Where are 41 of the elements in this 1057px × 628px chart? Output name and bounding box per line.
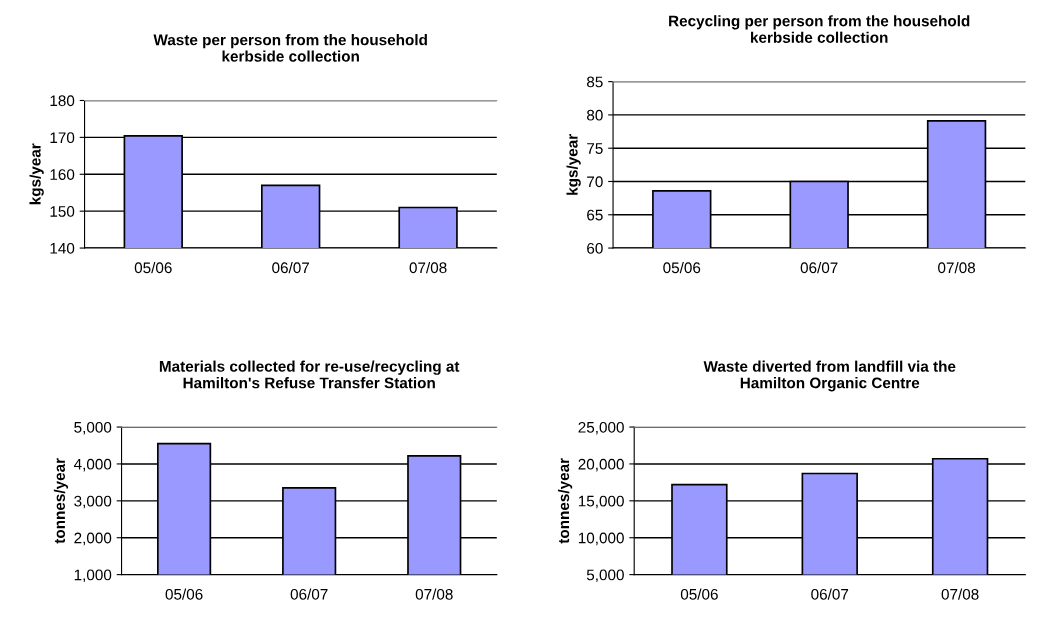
- y-tick-label: 5,000: [74, 421, 112, 435]
- y-tick-label: 75: [587, 143, 603, 154]
- y-tick-label: 1,000: [74, 569, 112, 583]
- chart-title: Recycling per person from the household kerbside collection: [669, 15, 970, 43]
- y-tick-label: 180: [50, 95, 75, 107]
- y-tick-label: 150: [50, 206, 75, 217]
- x-tick-label: 06/07: [272, 261, 310, 274]
- x-tick-label: 05/06: [134, 261, 172, 274]
- y-axis-title: kgs/year: [29, 143, 44, 205]
- x-tick-label: 06/07: [290, 588, 328, 600]
- y-axis-title: kgs/year: [566, 134, 581, 195]
- y-tick-label: 25,000: [578, 421, 624, 435]
- y-tick-label: 65: [587, 209, 603, 221]
- chart-title: Waste per person from the household kerbside collection: [153, 34, 427, 62]
- x-tick-label: 05/06: [663, 261, 701, 274]
- x-tick-label: 05/06: [680, 588, 718, 600]
- y-tick-label: 80: [587, 109, 603, 121]
- y-tick-label: 2,000: [74, 532, 112, 546]
- y-tick-label: 20,000: [578, 458, 624, 472]
- y-tick-label: 4,000: [73, 458, 112, 472]
- y-tick-label: 70: [587, 176, 603, 188]
- x-tick-label: 06/07: [811, 588, 849, 600]
- x-tick-label: 07/08: [409, 261, 447, 274]
- y-tick-label: 15,000: [578, 495, 624, 509]
- y-tick-label: 3,000: [74, 495, 112, 509]
- y-tick-label: 140: [50, 242, 75, 254]
- x-tick-label: 07/08: [938, 261, 976, 274]
- y-tick-label: 10,000: [578, 532, 624, 546]
- y-tick-label: 170: [50, 132, 75, 144]
- x-tick-label: 05/06: [165, 588, 203, 600]
- y-tick-label: 160: [50, 169, 75, 180]
- chart-title: Waste diverted from landfill via the Hamilton Organic Centre: [703, 360, 956, 392]
- y-tick-label: 5,000: [586, 569, 624, 583]
- x-tick-label: 07/08: [415, 588, 453, 600]
- y-tick-label: 85: [587, 76, 603, 88]
- y-tick-label: 60: [587, 242, 603, 254]
- y-axis-title: tonnes/year: [557, 458, 573, 544]
- x-tick-label: 07/08: [941, 588, 979, 600]
- x-tick-label: 06/07: [800, 261, 838, 274]
- chart-title: Materials collected for re-use/recycling at Hamilton's Refuse Transfer Station: [159, 360, 460, 389]
- y-axis-title: tonnes/year: [53, 458, 69, 544]
